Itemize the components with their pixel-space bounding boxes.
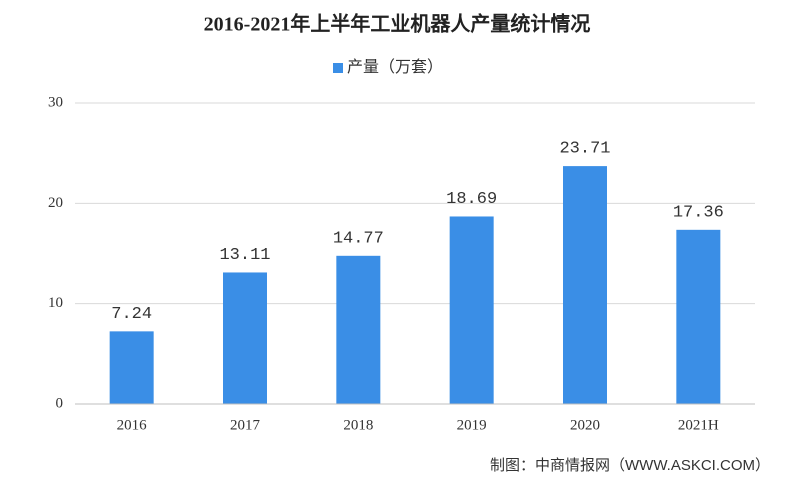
chart-title: 2016-2021年上半年工业机器人产量统计情况 xyxy=(204,12,591,36)
y-tick-label: 30 xyxy=(48,94,63,110)
y-tick-label: 10 xyxy=(48,295,63,311)
x-tick-label: 2019 xyxy=(457,417,487,433)
value-label: 18.69 xyxy=(446,190,497,209)
y-tick-label: 20 xyxy=(48,195,63,211)
bar xyxy=(109,331,154,404)
value-label: 17.36 xyxy=(673,203,724,222)
x-tick-label: 2018 xyxy=(343,417,373,433)
value-label: 23.71 xyxy=(559,140,610,159)
bar xyxy=(223,272,267,404)
bar xyxy=(563,166,607,404)
value-label: 13.11 xyxy=(219,246,270,265)
source-note: 制图：中商情报网（WWW.ASKCI.COM） xyxy=(490,457,770,474)
y-tick-label: 0 xyxy=(56,395,64,411)
legend-swatch xyxy=(333,63,343,73)
legend-label: 产量（万套） xyxy=(347,58,443,76)
x-tick-label: 2017 xyxy=(230,417,261,433)
bar xyxy=(336,255,381,404)
bar xyxy=(676,229,721,404)
x-tick-label: 2021H xyxy=(678,417,719,433)
value-label: 14.77 xyxy=(333,229,384,248)
x-tick-label: 2016 xyxy=(117,417,148,433)
value-label: 7.24 xyxy=(111,305,152,324)
bar xyxy=(449,216,494,404)
x-tick-label: 2020 xyxy=(570,417,600,433)
